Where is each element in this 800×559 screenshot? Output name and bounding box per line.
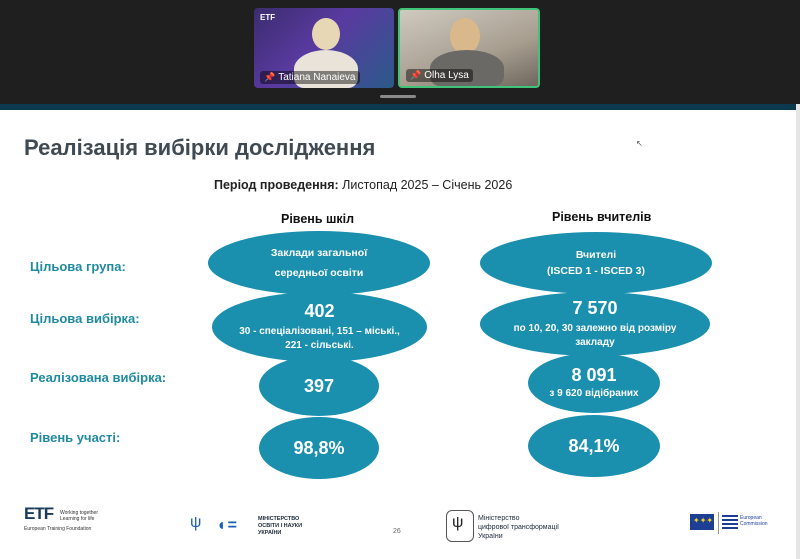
oval-schools-target-sample: 402 30 - спеціалізовані, 151 – міські., … <box>212 292 427 362</box>
ministry-line: України <box>478 533 503 540</box>
oval-text: Заклади загальної <box>270 247 368 259</box>
participant-tile-2[interactable]: 📌 Olha Lysa <box>398 8 540 88</box>
ministry-line: ОСВІТИ І НАУКИ <box>258 523 303 529</box>
participant-tile-1[interactable]: ETF 📌 Tatiana Nanaieva <box>254 8 394 88</box>
ministry-line: Міністерство <box>478 515 520 522</box>
ministry-line: цифрової трансформації <box>478 524 560 531</box>
pin-icon: 📌 <box>410 70 422 80</box>
ministry-education-logo: ◐= <box>218 517 238 534</box>
ministry-line: УКРАЇНИ <box>258 530 282 536</box>
participant-head <box>450 18 480 54</box>
oval-teachers-target-group: Вчителі (ISCED 1 - ISCED 3) <box>480 232 712 294</box>
drag-handle[interactable] <box>380 95 416 98</box>
ministry-digital-frame <box>446 510 474 542</box>
oval-text: середньої освіти <box>274 267 364 279</box>
participant-body <box>294 50 358 88</box>
shared-slide: Реалізація вибірки дослідження Період пр… <box>0 104 800 559</box>
slide-title: Реалізація вибірки дослідження <box>24 135 376 160</box>
period-line: Період проведення: Листопад 2025 – Січен… <box>214 178 512 192</box>
ec-text: European Commission <box>740 515 768 527</box>
oval-teachers-realized: 8 091 з 9 620 відібраних <box>528 353 660 413</box>
page-number: 26 <box>393 528 401 535</box>
oval-text: 30 - спеціалізовані, 151 – міські., <box>239 326 400 337</box>
participant-name: Tatiana Nanaieva <box>278 72 356 83</box>
column-header-teachers: Рівень вчителів <box>552 210 652 224</box>
slide-top-border <box>0 104 800 110</box>
oval-value: 8 091 <box>571 365 617 385</box>
scrollbar[interactable] <box>796 104 800 559</box>
ec-line: European <box>740 515 762 521</box>
etf-tagline: Working together Learning for life <box>60 510 98 522</box>
participant-name: Olha Lysa <box>424 70 469 81</box>
oval-text: (ISCED 1 - ISCED 3) <box>546 265 646 277</box>
row-label-target-group: Цільова група: <box>30 259 126 274</box>
column-header-schools: Рівень шкіл <box>281 212 355 226</box>
ec-bars-icon <box>722 515 738 529</box>
oval-value: 397 <box>303 376 335 396</box>
eu-flag-icon: ✦✦✦ <box>690 514 714 530</box>
period-label: Період проведення: <box>214 178 339 192</box>
ukraine-trident-icon: ψ <box>452 514 464 531</box>
oval-schools-participation: 98,8% <box>259 417 379 479</box>
oval-value: 7 570 <box>572 298 618 318</box>
oval-teachers-target-sample: 7 570 по 10, 20, 30 залежно від розміру … <box>480 292 710 356</box>
pin-icon: 📌 <box>264 72 276 82</box>
participant-name-tag: 📌 Olha Lysa <box>406 69 473 82</box>
ministry-education-text: МІНІСТЕРСТВО ОСВІТИ І НАУКИ УКРАЇНИ <box>258 516 302 537</box>
ministry-digital-text: Міністерство цифрової трансформації Укра… <box>478 514 559 541</box>
oval-teachers-participation: 84,1% <box>528 415 660 477</box>
participant-body <box>430 50 504 86</box>
row-label-target-sample: Цільова вибірка: <box>30 311 140 326</box>
oval-text: з 9 620 відібраних <box>549 388 639 399</box>
row-label-participation: Рівень участі: <box>30 430 121 445</box>
ministry-line: МІНІСТЕРСТВО <box>258 516 300 522</box>
video-call-bar: ETF 📌 Tatiana Nanaieva 📌 Olha Lysa <box>0 0 800 104</box>
oval-value: 84,1% <box>568 436 620 456</box>
oval-text: 221 - сільські. <box>285 340 354 351</box>
oval-schools-realized: 397 <box>259 356 379 416</box>
participant-head <box>312 18 340 50</box>
oval-value: 402 <box>304 301 335 321</box>
mouse-cursor-icon: ↖ <box>636 139 643 148</box>
oval-schools-target-group: Заклади загальної середньої освіти <box>208 231 430 295</box>
oval-value: 98,8% <box>293 438 345 458</box>
etf-badge: ETF <box>260 13 276 22</box>
row-label-realized-sample: Реалізована вибірка: <box>30 370 167 385</box>
oval-text: по 10, 20, 30 залежно від розміру <box>513 323 677 334</box>
etf-logo-block: ETF Working together Learning for life E… <box>24 504 98 532</box>
etf-name: European Training Foundation <box>24 526 92 532</box>
participant-name-tag: 📌 Tatiana Nanaieva <box>260 71 360 84</box>
period-value: Листопад 2025 – Січень 2026 <box>338 178 513 192</box>
oval-text: закладу <box>575 337 615 348</box>
ec-line: Commission <box>740 521 768 527</box>
etf-logo: ETF <box>24 504 54 523</box>
ukraine-trident-icon: ψ <box>190 514 202 531</box>
european-commission-logo: European Commission <box>718 512 773 534</box>
oval-text: Вчителі <box>575 249 617 261</box>
